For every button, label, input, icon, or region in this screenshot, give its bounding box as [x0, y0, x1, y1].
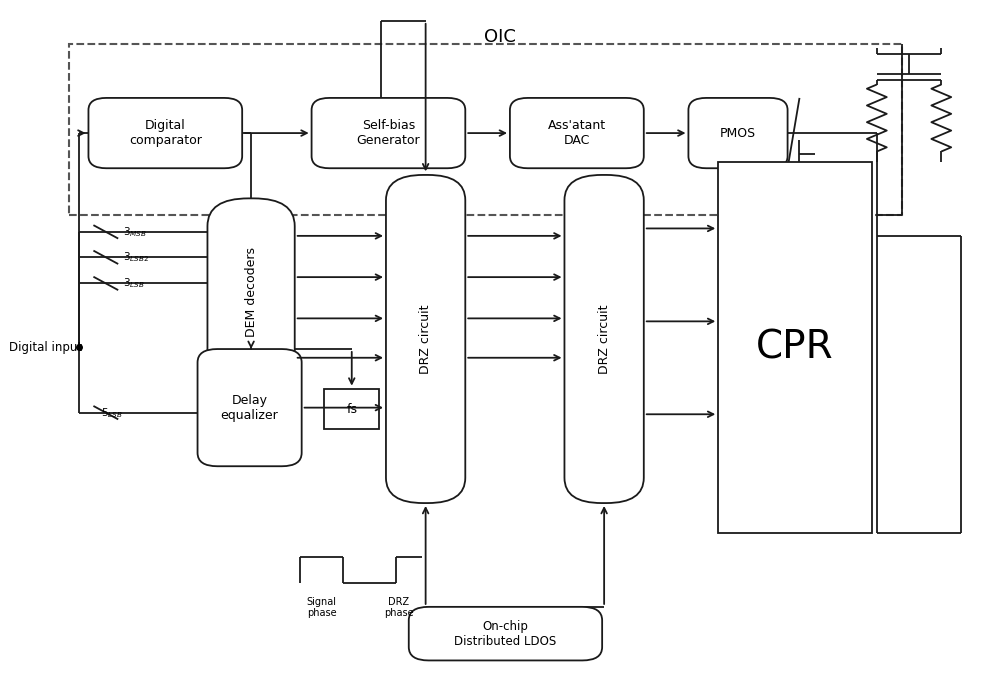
- FancyBboxPatch shape: [409, 607, 602, 660]
- Text: DRZ circuit: DRZ circuit: [419, 304, 432, 374]
- Text: $3_{MSB}$: $3_{MSB}$: [123, 225, 147, 239]
- Bar: [718, 161, 872, 533]
- FancyBboxPatch shape: [386, 175, 465, 503]
- Text: DRZ
phase: DRZ phase: [384, 597, 414, 618]
- FancyBboxPatch shape: [688, 98, 788, 168]
- Text: Digital
comparator: Digital comparator: [129, 119, 202, 147]
- Text: CPR: CPR: [756, 328, 834, 366]
- Text: $3_{LSB2}$: $3_{LSB2}$: [123, 250, 149, 264]
- Text: $3_{LSB}$: $3_{LSB}$: [123, 277, 145, 290]
- FancyBboxPatch shape: [207, 199, 295, 386]
- FancyBboxPatch shape: [564, 175, 644, 503]
- Text: fs: fs: [346, 403, 357, 416]
- Text: Ass'atant
DAC: Ass'atant DAC: [548, 119, 606, 147]
- Text: Digital input: Digital input: [9, 341, 82, 354]
- Text: On-chip
Distributed LDOS: On-chip Distributed LDOS: [454, 620, 557, 647]
- Text: DEM decoders: DEM decoders: [245, 247, 258, 337]
- Text: Delay
equalizer: Delay equalizer: [221, 394, 278, 422]
- Text: $5_{LSB}$: $5_{LSB}$: [101, 405, 123, 420]
- Text: Self-bias
Generator: Self-bias Generator: [357, 119, 420, 147]
- Text: OIC: OIC: [484, 28, 516, 45]
- Text: Signal
phase: Signal phase: [307, 597, 337, 618]
- Text: PMOS: PMOS: [720, 127, 756, 140]
- FancyBboxPatch shape: [510, 98, 644, 168]
- FancyBboxPatch shape: [312, 98, 465, 168]
- FancyBboxPatch shape: [198, 349, 302, 466]
- Text: DRZ circuit: DRZ circuit: [598, 304, 611, 374]
- FancyBboxPatch shape: [88, 98, 242, 168]
- Bar: [324, 389, 379, 429]
- Bar: [69, 44, 902, 215]
